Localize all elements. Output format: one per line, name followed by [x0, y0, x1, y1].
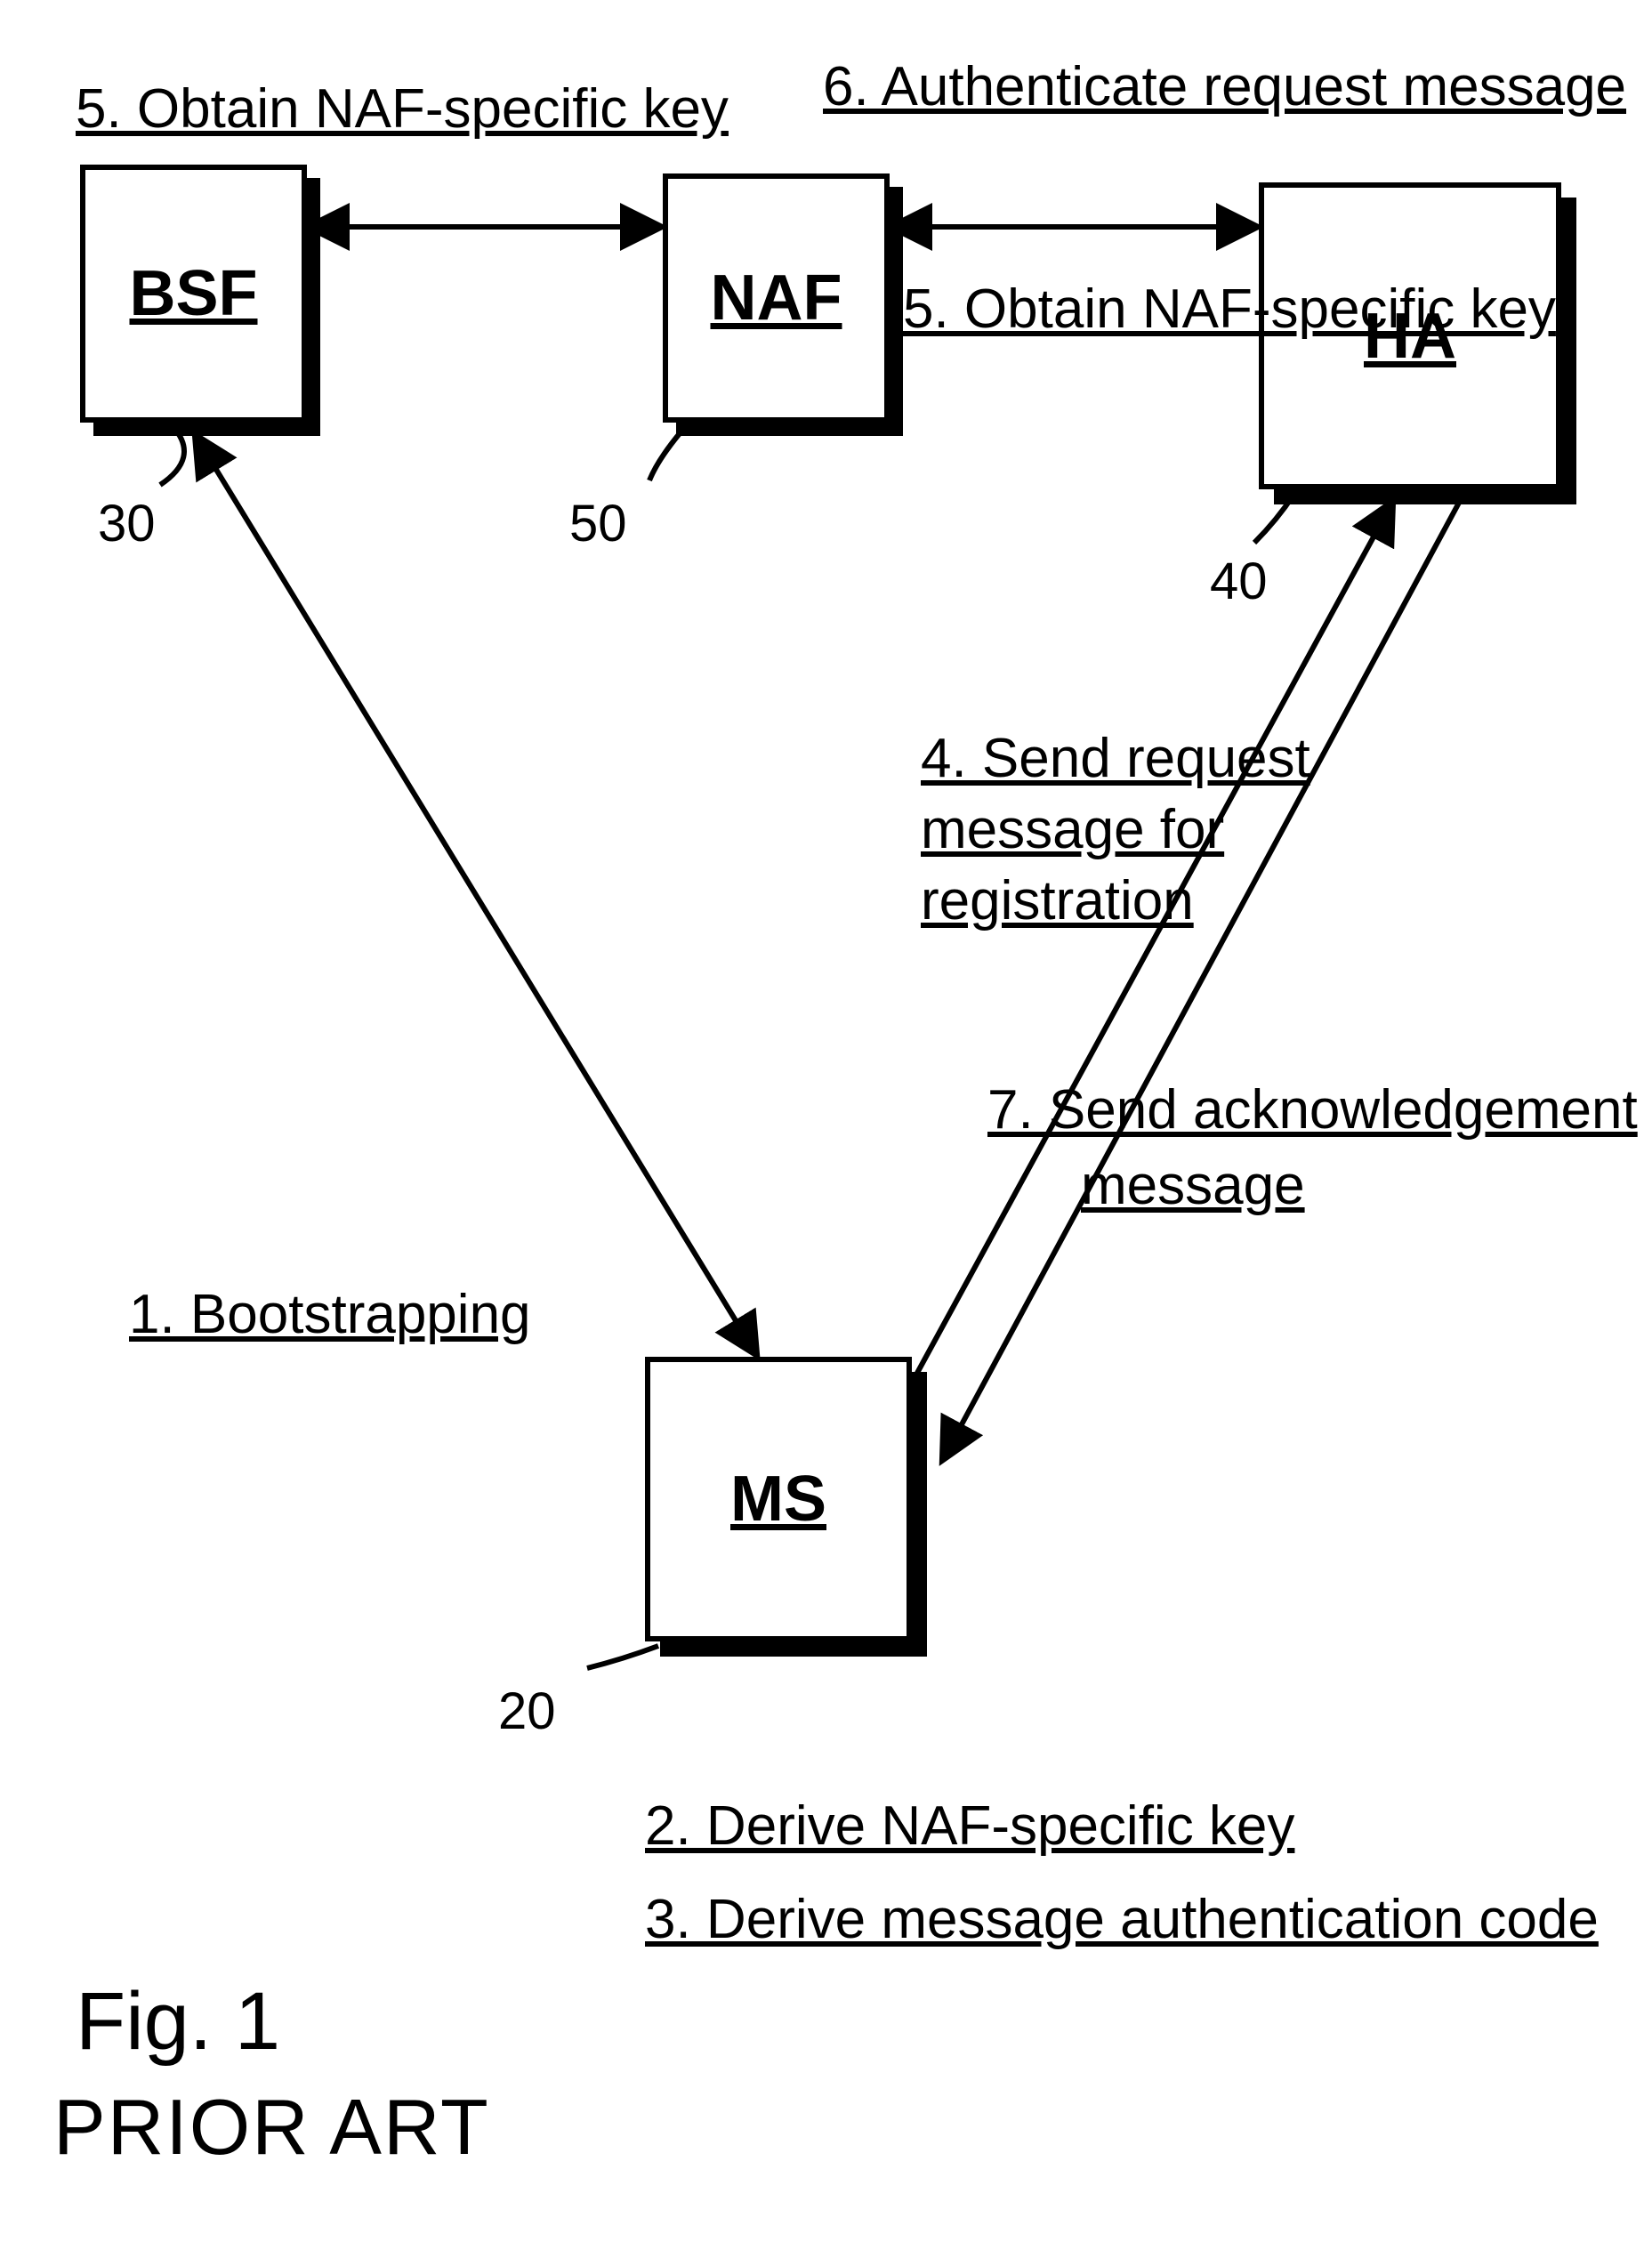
edge-ms-ha	[916, 503, 1392, 1375]
figure-caption: Fig. 1	[76, 1975, 280, 2069]
edge-ha-ms	[943, 503, 1459, 1459]
node-naf: NAF	[663, 173, 890, 423]
tilde-ms	[587, 1646, 658, 1668]
node-ms: MS	[645, 1357, 912, 1641]
node-ms-label: MS	[730, 1463, 826, 1536]
label-step5b: 5. Obtain NAF-specific key	[903, 276, 1556, 343]
label-step4b: message for	[921, 796, 1224, 864]
label-step5a: 5. Obtain NAF-specific key	[76, 76, 729, 143]
ref-bsf: 30	[98, 494, 156, 553]
label-step7a: 7. Send acknowledgement	[987, 1077, 1638, 1144]
diagram-canvas: BSF 30 NAF 50 HA 40 MS 20 1. Bootstrappi…	[0, 0, 1652, 2242]
label-step4a: 4. Send request	[921, 725, 1310, 793]
ref-ha: 40	[1210, 552, 1268, 611]
label-step2: 2. Derive NAF-specific key	[645, 1793, 1294, 1860]
label-step4c: registration	[921, 867, 1194, 935]
prior-art-label: PRIOR ART	[53, 2082, 490, 2173]
ref-naf: 50	[569, 494, 627, 553]
node-bsf: BSF	[80, 165, 307, 423]
label-step3: 3. Derive message authentication code	[645, 1886, 1599, 1954]
label-step6: 6. Authenticate request message	[823, 53, 1626, 121]
label-step1: 1. Bootstrapping	[129, 1281, 531, 1349]
ref-ms: 20	[498, 1682, 556, 1741]
label-step7b: message	[1081, 1152, 1305, 1220]
node-naf-label: NAF	[711, 262, 842, 335]
node-bsf-label: BSF	[130, 257, 258, 330]
edge-bsf-ms	[196, 436, 756, 1354]
